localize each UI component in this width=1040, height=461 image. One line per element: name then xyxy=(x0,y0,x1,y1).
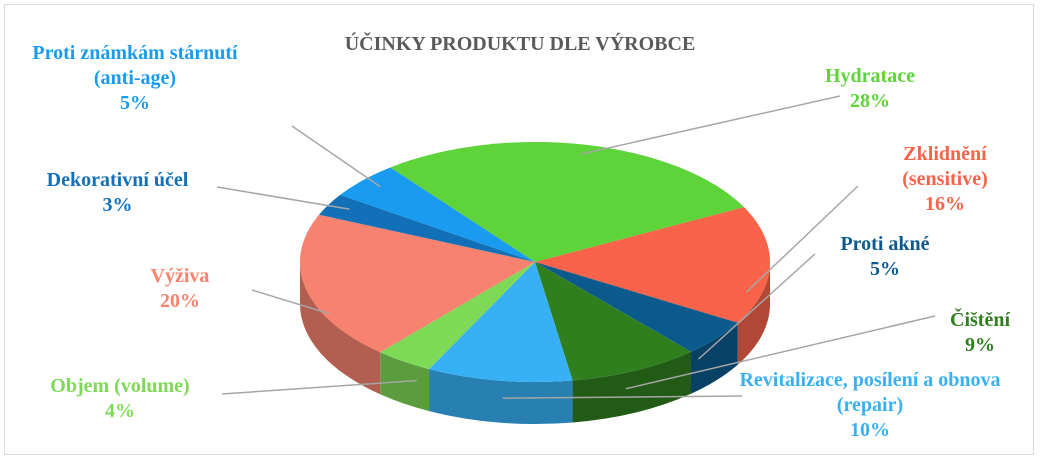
leader-line xyxy=(697,253,816,360)
slice xyxy=(535,262,692,381)
leader-line xyxy=(745,185,859,293)
leader-line xyxy=(502,395,743,399)
label-value: 20% xyxy=(160,290,200,312)
label-value: 5% xyxy=(870,258,900,280)
label-value: 10% xyxy=(850,419,890,441)
slice xyxy=(380,262,535,370)
leader-line xyxy=(221,379,417,395)
data-label: Zklidnění (sensitive) 16% xyxy=(860,142,1030,217)
slice-side xyxy=(691,322,738,394)
label-value: 4% xyxy=(105,400,135,422)
data-label: Čištění 9% xyxy=(930,308,1030,358)
label-name: Dekorativní účel xyxy=(46,169,189,191)
label-value: 3% xyxy=(102,194,133,216)
slice xyxy=(340,167,535,262)
leader-line xyxy=(291,125,381,188)
data-label: Objem (volume) 4% xyxy=(10,374,230,424)
chart-frame xyxy=(4,4,1034,455)
data-label: Dekorativní účel 3% xyxy=(10,168,225,218)
leader-line xyxy=(580,95,841,155)
leader-line xyxy=(251,289,329,315)
data-label: Proti akné 5% xyxy=(800,232,970,282)
slice xyxy=(535,262,738,352)
slice xyxy=(429,262,573,382)
label-value: 28% xyxy=(850,90,890,112)
leader-line xyxy=(216,186,350,210)
slice xyxy=(319,194,535,262)
label-name: Zklidnění (sensitive) xyxy=(902,143,988,190)
label-name: Proti známkám stárnutí (anti-age) xyxy=(32,42,238,89)
label-value: 5% xyxy=(120,92,150,114)
slice-side xyxy=(429,369,573,424)
label-name: Revitalizace, posílení a obnova (repair) xyxy=(739,369,1001,416)
slice xyxy=(535,207,770,323)
label-name: Čištění xyxy=(950,309,1010,331)
data-label: Výživa 20% xyxy=(110,264,250,314)
data-label: Revitalizace, posílení a obnova (repair)… xyxy=(720,368,1020,443)
data-label: Hydratace 28% xyxy=(780,64,960,114)
label-value: 16% xyxy=(925,193,965,215)
slice xyxy=(300,214,535,353)
label-value: 9% xyxy=(965,334,995,356)
leader-line xyxy=(625,315,936,390)
label-name: Objem (volume) xyxy=(50,375,190,397)
slice-side xyxy=(300,262,381,395)
slice-side xyxy=(737,262,770,365)
data-label: Proti známkám stárnutí (anti-age) 5% xyxy=(20,41,250,116)
label-name: Proti akné xyxy=(840,233,930,255)
chart-title: ÚČINKY PRODUKTU DLE VÝROBCE xyxy=(344,33,696,55)
slice xyxy=(390,142,745,262)
label-name: Výživa xyxy=(150,265,210,287)
label-name: Hydratace xyxy=(825,65,915,87)
